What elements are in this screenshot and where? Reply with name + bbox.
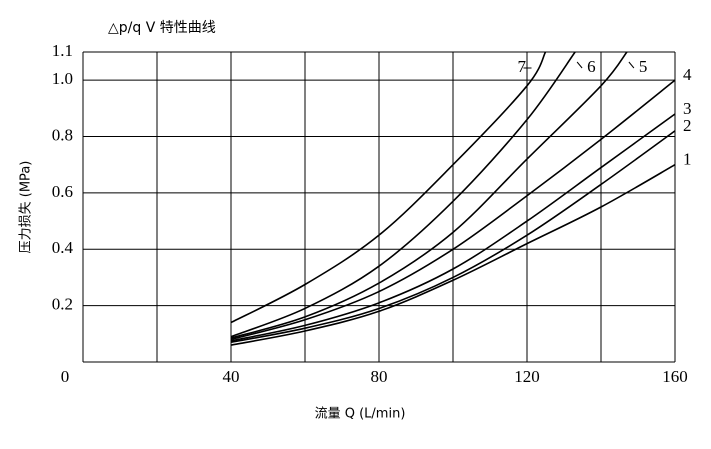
curve-label: 6 [587, 57, 596, 76]
curve [230, 51, 576, 338]
curve [230, 51, 547, 324]
leader-line [628, 61, 635, 69]
x-axis-label: 流量 Q (L/min) [315, 407, 406, 422]
curve-label: 4 [683, 65, 692, 84]
leader-line [576, 61, 583, 69]
x-tick-label: 160 [662, 367, 688, 386]
y-tick-label: 1.1 [52, 41, 73, 60]
curve [230, 130, 676, 344]
curve [230, 51, 628, 339]
curve-label: 5 [639, 57, 648, 76]
curve [230, 79, 676, 341]
y-tick-label: 0.4 [52, 238, 74, 257]
curve-label: 1 [683, 150, 692, 169]
chart-title: △p/q V 特性曲线 [108, 20, 216, 36]
curve-label: 3 [683, 99, 692, 118]
x-tick-label: 120 [514, 367, 540, 386]
x-tick-label: 40 [223, 367, 240, 386]
curve-label: 2 [683, 116, 692, 135]
x-tick-label: 0 [61, 367, 70, 386]
y-tick-label: 0.8 [52, 125, 73, 144]
y-tick-label: 0.6 [52, 182, 73, 201]
y-axis-label: 压力损失 (MPa) [19, 161, 34, 254]
y-tick-label: 1.0 [52, 69, 73, 88]
curve [230, 164, 676, 346]
y-tick-label: 0.2 [52, 295, 73, 314]
x-tick-label: 80 [371, 367, 388, 386]
curve [230, 113, 676, 342]
curve-label: 7 [518, 57, 527, 76]
